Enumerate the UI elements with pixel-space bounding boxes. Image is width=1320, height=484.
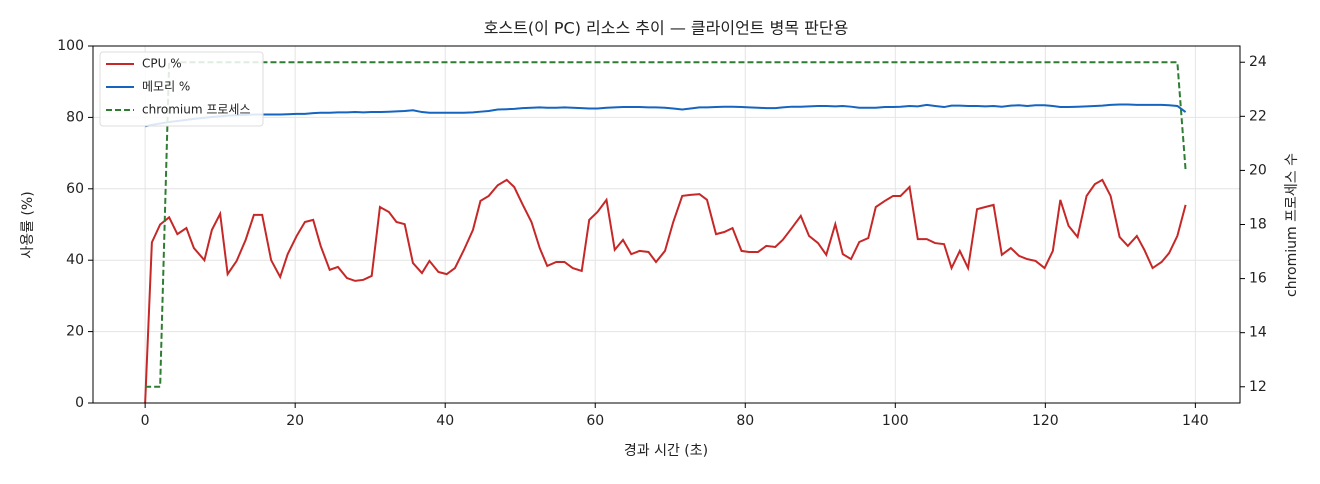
y-axis-label: 사용률 (%): [20, 191, 36, 258]
x-tick-label: 80: [736, 413, 754, 429]
y-tick-label: 100: [57, 38, 84, 54]
y2-axis-label: chromium 프로세스 수: [1284, 153, 1300, 297]
y-tick-label: 0: [75, 395, 84, 411]
series-line: [144, 103, 1187, 128]
x-tick-label: 60: [586, 413, 604, 429]
chart-title: 호스트(이 PC) 리소스 추이 — 클라이언트 병목 판단용: [484, 19, 849, 38]
x-tick-label: 0: [141, 413, 150, 429]
y2-tick-label: 14: [1249, 325, 1267, 341]
y2-tick-label: 18: [1249, 217, 1267, 233]
x-tick-label: 140: [1182, 413, 1209, 429]
legend-label: 메모리 %: [142, 80, 190, 94]
y-tick-label: 20: [66, 324, 84, 340]
x-tick-label: 40: [436, 413, 454, 429]
y-tick-label: 40: [66, 252, 84, 268]
x-tick-label: 120: [1032, 413, 1059, 429]
series-line: [145, 61, 1187, 388]
legend-label: chromium 프로세스: [142, 103, 251, 117]
y-tick-label: 60: [66, 181, 84, 197]
axes-frame: [92, 45, 1241, 404]
series-line: [144, 178, 1187, 404]
legend: CPU % 메모리 % chromium 프로세스: [99, 51, 264, 127]
x-tick-label: 100: [882, 413, 909, 429]
y2-tick-label: 20: [1249, 162, 1267, 178]
x-axis-label: 경과 시간 (초): [624, 443, 708, 459]
x-tick-label: 20: [286, 413, 304, 429]
legend-label: CPU %: [142, 57, 182, 71]
y2-tick-label: 12: [1249, 379, 1267, 395]
y2-tick-label: 22: [1249, 108, 1267, 124]
legend-box: [99, 51, 264, 127]
y2-tick-label: 16: [1249, 271, 1267, 287]
y2-tick-label: 24: [1249, 54, 1267, 70]
y-tick-label: 80: [66, 109, 84, 125]
